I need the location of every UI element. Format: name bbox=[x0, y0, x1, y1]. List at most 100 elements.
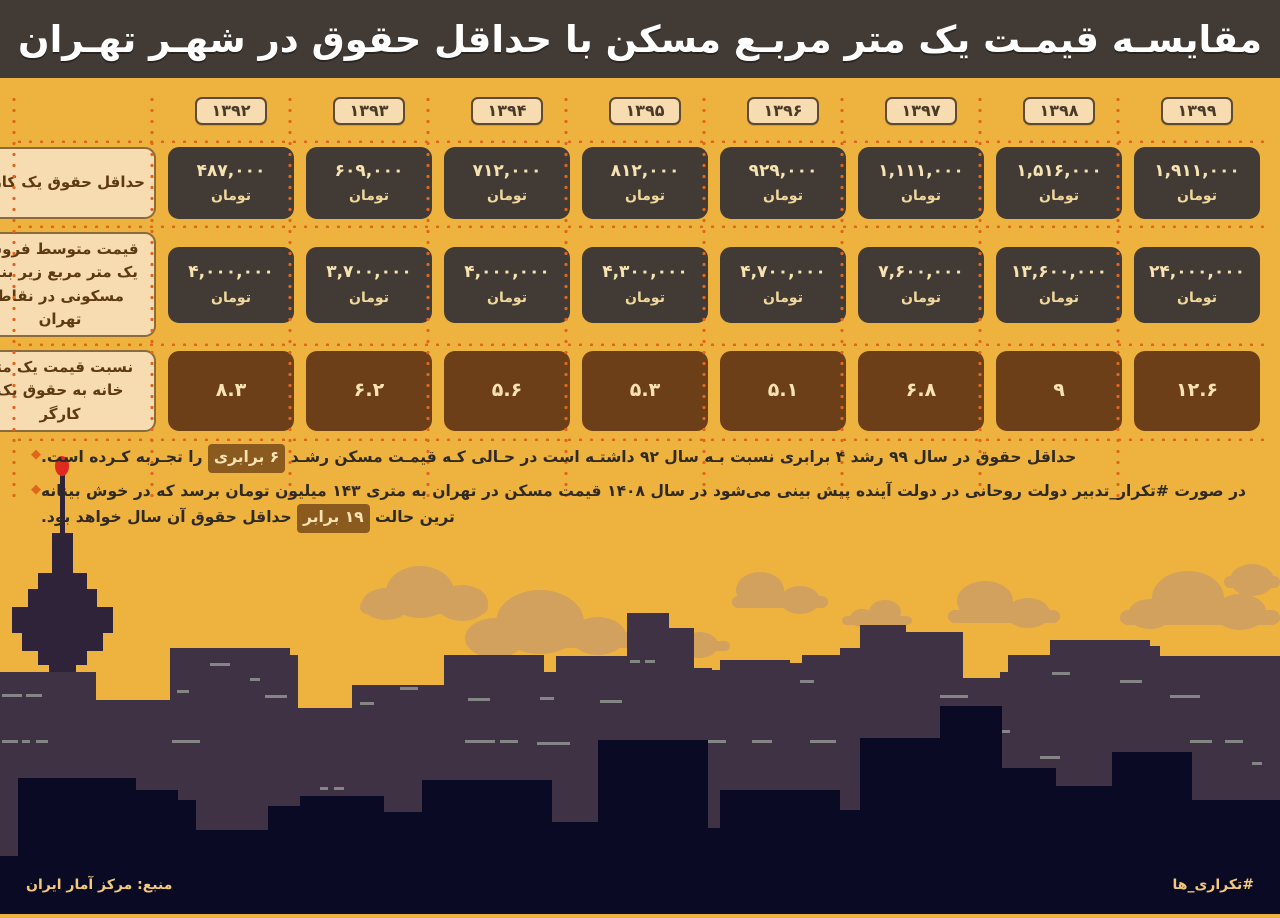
value-box: ۱۳,۶۰۰,۰۰۰ تومان bbox=[996, 246, 1122, 323]
row-label-cell: نسبت قیمت یک متر خانه به حقوق یک کارگر bbox=[0, 350, 158, 432]
year-chip: ۱۳۹۳ bbox=[333, 96, 405, 126]
cell-unit: تومان bbox=[1177, 188, 1217, 205]
data-cell: ۴,۳۰۰,۰۰۰ تومان bbox=[580, 232, 710, 337]
value-box: ۴,۳۰۰,۰۰۰ تومان bbox=[582, 246, 708, 323]
table-body: ۱,۹۱۱,۰۰۰ تومان ۱,۵۱۶,۰۰۰ تومان ۱,۱۱۱,۰۰۰ توم… bbox=[0, 147, 1266, 441]
year-chip: ۱۳۹۷ bbox=[885, 96, 957, 126]
data-cell: ۱,۱۱۱,۰۰۰ تومان bbox=[856, 147, 986, 219]
page-title: مقایسـه قیمـت یک متر مربـع مسکن با حداقل… bbox=[18, 17, 1262, 61]
row-label-cell: حداقل حقوق یک کارگر bbox=[0, 147, 158, 219]
cell-value: ۳,۷۰۰,۰۰۰ bbox=[326, 262, 412, 283]
comparison-table: ۱۳۹۹ ۱۳۹۸ ۱۳۹۷ ۱۳۹۶ ۱۳۹۵ ۱۳۹۴ ۱۳۹۳ ۱۳۹۲ ۱,۹۱۱,۰… bbox=[0, 78, 1280, 498]
cell-unit: تومان bbox=[1177, 289, 1217, 306]
data-cell: ۵.۳ bbox=[580, 350, 710, 432]
year-cell: ۱۳۹۹ bbox=[1132, 96, 1262, 126]
data-cell: ۴,۰۰۰,۰۰۰ تومان bbox=[166, 232, 296, 337]
cell-unit: تومان bbox=[1039, 289, 1079, 306]
cell-value: ۴,۰۰۰,۰۰۰ bbox=[188, 262, 274, 283]
cell-value: ۴,۰۰۰,۰۰۰ bbox=[464, 262, 550, 283]
data-cell: ۷۱۲,۰۰۰ تومان bbox=[442, 147, 572, 219]
year-cell: ۱۳۹۲ bbox=[166, 96, 296, 126]
value-box: ۱۲.۶ bbox=[1134, 350, 1260, 431]
cell-value: ۹۲۹,۰۰۰ bbox=[748, 160, 818, 181]
value-box: ۹۲۹,۰۰۰ تومان bbox=[720, 147, 846, 219]
data-cell: ۲۴,۰۰۰,۰۰۰ تومان bbox=[1132, 232, 1262, 337]
year-chip: ۱۳۹۴ bbox=[471, 96, 543, 126]
bullet-icon: ◆ bbox=[31, 447, 41, 462]
year-cell: ۱۳۹۳ bbox=[304, 96, 434, 126]
data-cell: ۴,۰۰۰,۰۰۰ تومان bbox=[442, 232, 572, 337]
data-cell: ۵.۶ bbox=[442, 350, 572, 432]
cell-unit: تومان bbox=[1039, 188, 1079, 205]
year-chip: ۱۳۹۹ bbox=[1161, 96, 1233, 126]
value-box: ۲۴,۰۰۰,۰۰۰ تومان bbox=[1134, 246, 1260, 323]
dotted-divider bbox=[14, 224, 1266, 228]
note-highlight: ۱۹ برابر bbox=[297, 504, 370, 533]
value-box: ۶.۲ bbox=[306, 350, 432, 431]
data-cell: ۶.۲ bbox=[304, 350, 434, 432]
year-cell: ۱۳۹۷ bbox=[856, 96, 986, 126]
clouds bbox=[360, 564, 1280, 658]
value-box: ۴,۷۰۰,۰۰۰ تومان bbox=[720, 246, 846, 323]
cell-unit: تومان bbox=[487, 289, 527, 306]
cell-unit: تومان bbox=[763, 188, 803, 205]
data-cell: ۵.۱ bbox=[718, 350, 848, 432]
year-cell: ۱۳۹۶ bbox=[718, 96, 848, 126]
note-highlight: ۶ برابری bbox=[207, 444, 286, 473]
row-label-cell: قیمت متوسط فروش یک متر مربع زیر بنای مسک… bbox=[0, 232, 158, 337]
data-cell: ۹ bbox=[994, 350, 1124, 432]
cell-value: ۵.۱ bbox=[767, 378, 799, 401]
cell-unit: تومان bbox=[625, 289, 665, 306]
cell-value: ۸۱۲,۰۰۰ bbox=[610, 160, 680, 181]
value-box: ۸.۳ bbox=[168, 350, 294, 431]
cell-value: ۴,۳۰۰,۰۰۰ bbox=[602, 262, 688, 283]
cell-value: ۶.۲ bbox=[353, 378, 385, 401]
data-cell: ۶.۸ bbox=[856, 350, 986, 432]
year-chip: ۱۳۹۵ bbox=[609, 96, 681, 126]
note-item: ◆ حداقل حقوق در سال ۹۹ رشد ۴ برابری نسبت … bbox=[24, 444, 1246, 473]
cell-value: ۹ bbox=[1053, 378, 1065, 401]
value-box: ۴,۰۰۰,۰۰۰ تومان bbox=[444, 246, 570, 323]
cell-value: ۴۸۷,۰۰۰ bbox=[196, 160, 266, 181]
row-label: حداقل حقوق یک کارگر bbox=[0, 147, 156, 219]
year-chip: ۱۳۹۲ bbox=[195, 96, 267, 126]
value-box: ۱,۱۱۱,۰۰۰ تومان bbox=[858, 147, 984, 219]
cell-value: ۱,۵۱۶,۰۰۰ bbox=[1016, 160, 1102, 181]
table-grid: ۱۳۹۹ ۱۳۹۸ ۱۳۹۷ ۱۳۹۶ ۱۳۹۵ ۱۳۹۴ ۱۳۹۳ ۱۳۹۲ ۱,۹۱۱,۰… bbox=[0, 78, 1266, 445]
cell-unit: تومان bbox=[901, 188, 941, 205]
cell-unit: تومان bbox=[211, 289, 251, 306]
note-item: ◆ در صورت #تکرار_تدبیر دولت روحانی در دول… bbox=[24, 479, 1246, 533]
data-cell: ۱,۵۱۶,۰۰۰ تومان bbox=[994, 147, 1124, 219]
value-box: ۸۱۲,۰۰۰ تومان bbox=[582, 147, 708, 219]
data-cell: ۹۲۹,۰۰۰ تومان bbox=[718, 147, 848, 219]
cell-value: ۱۳,۶۰۰,۰۰۰ bbox=[1011, 262, 1107, 283]
cell-unit: تومان bbox=[901, 289, 941, 306]
data-cell: ۴,۷۰۰,۰۰۰ تومان bbox=[718, 232, 848, 337]
cell-value: ۵.۳ bbox=[629, 378, 661, 401]
cell-value: ۶۰۹,۰۰۰ bbox=[334, 160, 404, 181]
value-box: ۶.۸ bbox=[858, 350, 984, 431]
data-cell: ۳,۷۰۰,۰۰۰ تومان bbox=[304, 232, 434, 337]
dotted-divider bbox=[14, 436, 1266, 441]
data-cell: ۸۱۲,۰۰۰ تومان bbox=[580, 147, 710, 219]
value-box: ۶۰۹,۰۰۰ تومان bbox=[306, 147, 432, 219]
row-label: نسبت قیمت یک متر خانه به حقوق یک کارگر bbox=[0, 350, 156, 432]
value-box: ۵.۶ bbox=[444, 350, 570, 431]
value-box: ۹ bbox=[996, 350, 1122, 431]
row-label: قیمت متوسط فروش یک متر مربع زیر بنای مسک… bbox=[0, 232, 156, 337]
cell-value: ۷۱۲,۰۰۰ bbox=[472, 160, 542, 181]
note-text-segment: در صورت #تکرار_تدبیر دولت روحانی در دولت… bbox=[41, 481, 1246, 527]
data-cell: ۷,۶۰۰,۰۰۰ تومان bbox=[856, 232, 986, 337]
cell-value: ۱,۱۱۱,۰۰۰ bbox=[878, 160, 964, 181]
table-row: ۲۴,۰۰۰,۰۰۰ تومان ۱۳,۶۰۰,۰۰۰ تومان ۷,۶۰۰,۰۰۰ ت… bbox=[0, 232, 1266, 337]
year-chip: ۱۳۹۸ bbox=[1023, 96, 1095, 126]
note-text: در صورت #تکرار_تدبیر دولت روحانی در دولت… bbox=[41, 479, 1246, 533]
data-cell: ۱۲.۶ bbox=[1132, 350, 1262, 432]
year-cell: ۱۳۹۴ bbox=[442, 96, 572, 126]
year-header-row: ۱۳۹۹ ۱۳۹۸ ۱۳۹۷ ۱۳۹۶ ۱۳۹۵ ۱۳۹۴ ۱۳۹۳ ۱۳۹۲ bbox=[14, 78, 1266, 134]
data-cell: ۸.۳ bbox=[166, 350, 296, 432]
footer-source: منبع: مرکز آمار ایران bbox=[26, 877, 173, 893]
cell-unit: تومان bbox=[625, 188, 665, 205]
cell-value: ۴,۷۰۰,۰۰۰ bbox=[740, 262, 826, 283]
value-box: ۱,۵۱۶,۰۰۰ تومان bbox=[996, 147, 1122, 219]
